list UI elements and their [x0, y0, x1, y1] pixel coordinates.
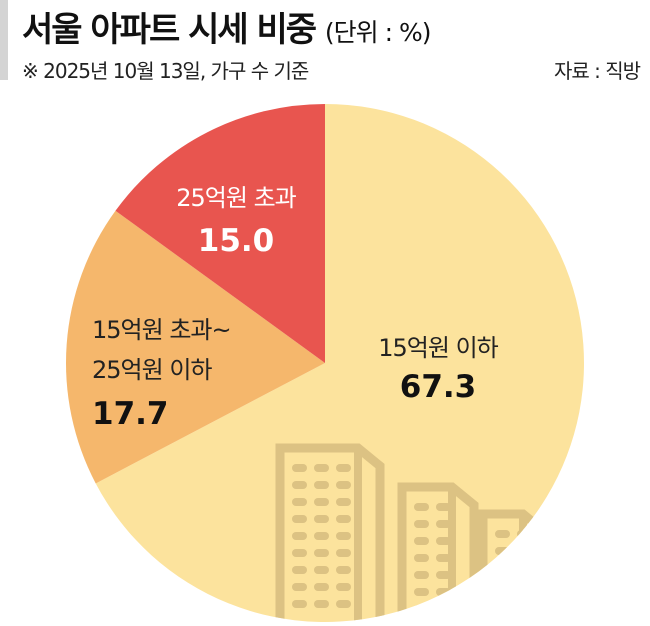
slice-label-2: 25억원 초과 [176, 184, 296, 212]
slice-value-2: 15.0 [198, 223, 275, 259]
slice-label-1b: 25억원 이하 [92, 356, 212, 384]
source: 자료 : 직방 [553, 59, 641, 83]
unit-label: (단위 : %) [324, 18, 432, 47]
slice-label-1a: 15억원 초과~ [92, 316, 231, 344]
pie-slice-2 [115, 103, 325, 363]
slice-value-1: 17.7 [92, 396, 169, 432]
slice-label-0: 15억원 이하 [378, 334, 498, 362]
slice-value-0: 67.3 [400, 369, 477, 405]
accent-bar [0, 0, 8, 80]
chart-title: 서울 아파트 시세 비중 (단위 : %) [22, 10, 432, 50]
note: ※ 2025년 10월 13일, 가구 수 기준 [22, 59, 309, 83]
pie-slice-1 [66, 210, 325, 484]
